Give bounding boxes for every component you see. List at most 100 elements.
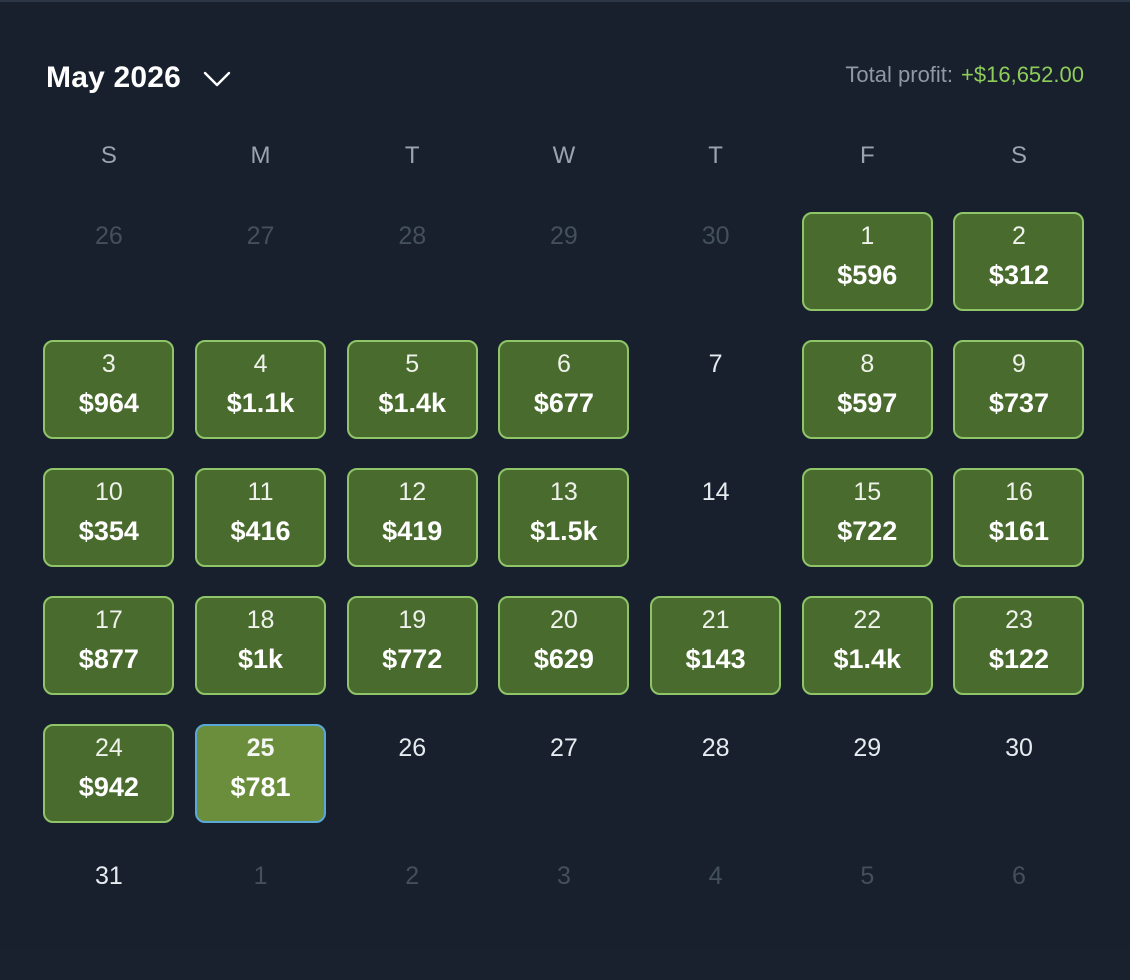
calendar-cell: 31 [33,852,185,980]
day-cell-profit[interactable]: 10 $354 [43,468,175,567]
day-cell-empty[interactable]: 31 [43,852,174,951]
day-number: 6 [556,350,571,378]
chevron-down-icon[interactable] [203,64,231,92]
calendar-cell: 21 $143 [640,596,792,724]
calendar-cell: 2 $312 [943,212,1095,340]
day-profit-amount: $737 [988,388,1049,418]
day-profit-amount: $596 [837,260,898,290]
day-cell-outside-month: 2 [347,852,478,951]
day-number: 31 [94,862,123,890]
weekday-label: T [404,142,420,169]
day-cell-profit[interactable]: 5 $1.4k [346,340,478,439]
day-profit-amount: $942 [78,772,139,802]
day-cell-empty[interactable]: 29 [802,724,933,823]
day-number: 16 [1005,478,1033,506]
day-profit-amount: $1.1k [226,388,295,418]
day-cell-profit[interactable]: 15 $722 [801,468,933,567]
weekday-header: S M T W T F S [33,142,1095,170]
calendar-cell: 22 $1.4k [791,596,943,724]
day-number: 4 [708,862,723,890]
day-cell-profit[interactable]: 18 $1k [195,596,327,695]
day-cell-outside-month: 28 [347,212,478,311]
day-cell-profit[interactable]: 23 $122 [953,596,1085,695]
day-cell-profit[interactable]: 22 $1.4k [801,596,933,695]
day-cell-empty[interactable]: 28 [650,724,781,823]
calendar-cell: 7 [640,340,792,468]
calendar-cell: 1 [185,852,337,980]
day-cell-outside-month: 4 [650,852,781,951]
day-number: 21 [701,606,730,634]
day-cell-profit[interactable]: 19 $772 [346,596,478,695]
day-number: 18 [246,606,275,634]
day-cell-profit[interactable]: 20 $629 [498,596,630,695]
calendar-cell: 27 [488,724,640,852]
day-cell-profit[interactable]: 4 $1.1k [195,340,327,439]
weekday-label: W [552,142,576,169]
day-profit-amount: $1.4k [833,644,902,674]
calendar-cell: 4 [640,852,792,980]
calendar-cell: 6 $677 [488,340,640,468]
day-cell-profit[interactable]: 9 $737 [953,340,1085,439]
day-number: 26 [398,734,427,762]
day-cell-profit[interactable]: 17 $877 [43,596,175,695]
calendar-cell: 10 $354 [33,468,185,596]
day-cell-outside-month: 27 [195,212,326,311]
day-cell-profit[interactable]: 12 $419 [346,468,478,567]
month-selector[interactable]: May 2026 [46,56,231,100]
day-cell-empty[interactable]: 26 [347,724,478,823]
day-number: 28 [398,222,427,250]
day-profit-amount: $964 [78,388,139,418]
day-cell-profit[interactable]: 8 $597 [801,340,933,439]
day-profit-amount: $722 [837,516,898,546]
day-number: 30 [1005,734,1033,762]
day-cell-profit[interactable]: 6 $677 [498,340,630,439]
calendar-cell: 17 $877 [33,596,185,724]
total-profit-value: +$16,652.00 [961,62,1084,87]
calendar-cell: 11 $416 [185,468,337,596]
day-profit-amount: $877 [78,644,139,674]
day-cell-profit[interactable]: 2 $312 [953,212,1085,311]
calendar-cell: 8 $597 [791,340,943,468]
day-cell-outside-month: 1 [195,852,326,951]
calendar-cell: 6 [943,852,1095,980]
day-number: 27 [550,734,578,762]
day-cell-outside-month: 29 [498,212,629,311]
day-number: 1 [860,222,875,250]
day-profit-amount: $781 [230,772,291,802]
day-number: 6 [1012,862,1026,890]
weekday-label: M [250,142,271,169]
day-cell-profit[interactable]: 24 $942 [43,724,175,823]
day-number: 23 [1005,606,1033,634]
calendar-cell: 28 [640,724,792,852]
day-cell-profit[interactable]: 21 $143 [650,596,782,695]
day-number: 2 [1012,222,1026,250]
day-cell-profit[interactable]: 11 $416 [195,468,327,567]
calendar-cell: 5 [791,852,943,980]
day-profit-amount: $143 [685,644,746,674]
day-number: 1 [253,862,268,890]
day-number: 17 [94,606,123,634]
day-cell-outside-month: 6 [953,852,1084,951]
day-number: 12 [398,478,427,506]
day-number: 7 [708,350,723,378]
weekday-label: S [1010,142,1027,169]
weekday-label: T [708,142,723,169]
day-cell-outside-month: 3 [498,852,629,951]
calendar-grid: 26 27 28 29 30 1 $596 2 $312 3 $964 4 $1.1k 5 $1.4k 6 $6… [33,212,1095,980]
day-cell-empty[interactable]: 30 [953,724,1084,823]
total-profit-label: Total profit: [845,62,954,87]
month-title: May 2026 [46,61,182,94]
day-cell-profit[interactable]: 1 $596 [801,212,933,311]
calendar-cell: 18 $1k [185,596,337,724]
calendar-cell: 26 [336,724,488,852]
day-cell-empty[interactable]: 27 [498,724,629,823]
day-cell-today[interactable]: 25 $781 [195,724,327,823]
day-cell-profit[interactable]: 16 $161 [953,468,1085,567]
day-cell-empty[interactable]: 14 [650,468,781,567]
calendar-cell: 26 [33,212,185,340]
calendar-cell: 27 [185,212,337,340]
day-cell-profit[interactable]: 13 $1.5k [498,468,630,567]
calendar-cell: 23 $122 [943,596,1095,724]
day-cell-profit[interactable]: 3 $964 [43,340,175,439]
day-cell-empty[interactable]: 7 [650,340,781,439]
